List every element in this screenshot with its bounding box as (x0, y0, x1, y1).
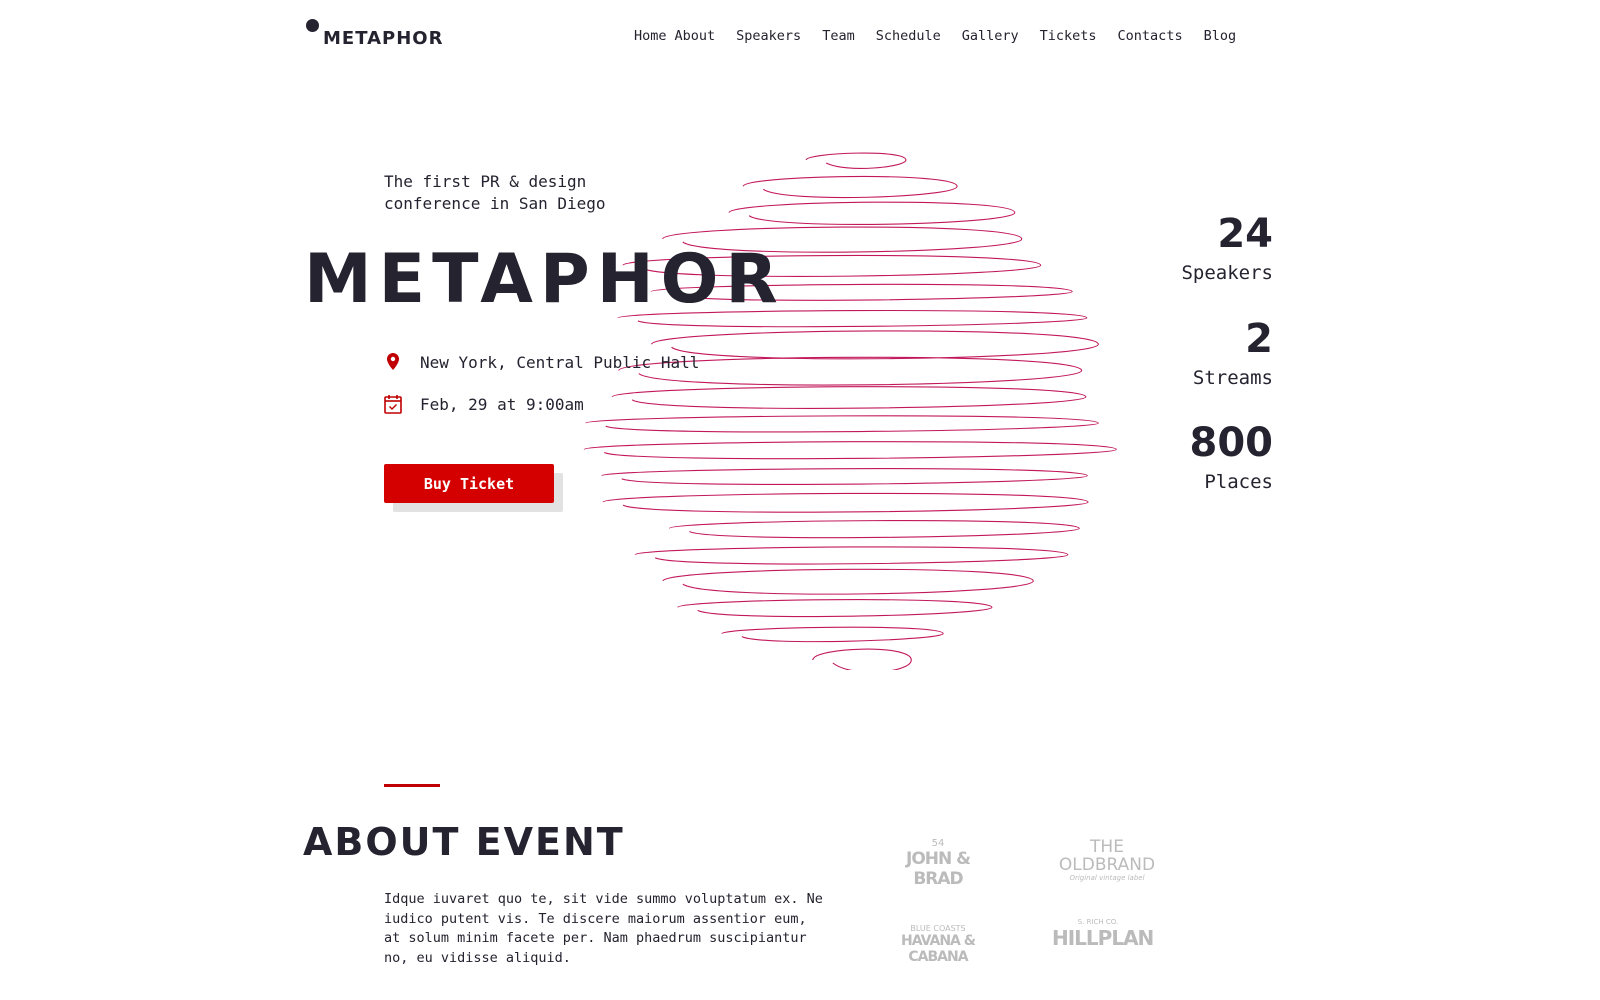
nav-schedule[interactable]: Schedule (875, 28, 941, 44)
brand-logo-john-brad: 54 JOHN & BRAD (906, 838, 971, 889)
stat-number: 2 (1245, 316, 1273, 362)
logo-text: METAPHOR (323, 28, 444, 49)
scribble-stroke (583, 152, 1117, 670)
nav-gallery[interactable]: Gallery (961, 28, 1019, 44)
main-nav: Home About Speakers Team Schedule Galler… (634, 28, 1257, 44)
hero-tagline: The first PR & design conference in San … (384, 172, 606, 213)
stat-places: 800 Places (1190, 421, 1274, 493)
brand-logo-hillplan: S. RICH CO. HILLPLAN (1052, 918, 1154, 950)
event-date: Feb, 29 at 9:00am (384, 394, 584, 414)
nav-team[interactable]: Team (822, 28, 855, 44)
about-title: ABOUT EVENT (303, 820, 625, 864)
buy-ticket-button[interactable]: Buy Ticket (384, 464, 554, 503)
stat-speakers: 24 Speakers (1181, 212, 1273, 284)
map-pin-icon (387, 353, 399, 370)
stat-number: 800 (1189, 420, 1274, 466)
section-divider (384, 784, 440, 787)
nav-contacts[interactable]: Contacts (1117, 28, 1183, 44)
nav-speakers[interactable]: Speakers (736, 28, 802, 44)
stat-streams: 2 Streams (1193, 317, 1273, 389)
stat-label: Speakers (1181, 262, 1273, 284)
scribble-sphere-illustration (583, 152, 1117, 670)
date-text: Feb, 29 at 9:00am (420, 394, 584, 414)
location-text: New York, Central Public Hall (420, 352, 700, 372)
event-location: New York, Central Public Hall (384, 352, 699, 372)
stat-label: Places (1204, 471, 1273, 493)
stat-label: Streams (1192, 367, 1273, 389)
brand-logo-oldbrand: THE OLDBRAND Original vintage label (1058, 837, 1156, 882)
brand-logo-havana-cabana: BLUE COASTS HAVANA & CABANA (901, 924, 976, 965)
hero-title: METAPHOR (304, 240, 785, 319)
nav-tickets[interactable]: Tickets (1039, 28, 1097, 44)
nav-about[interactable]: About (674, 28, 716, 44)
site-logo[interactable]: METAPHOR (306, 18, 443, 49)
logo-dot (306, 19, 319, 32)
calendar-icon (384, 395, 402, 414)
nav-blog[interactable]: Blog (1203, 28, 1237, 44)
about-text: Idque iuvaret quo te, sit vide summo vol… (384, 891, 823, 966)
nav-home[interactable]: Home (634, 28, 667, 44)
stat-number: 24 (1217, 211, 1273, 257)
